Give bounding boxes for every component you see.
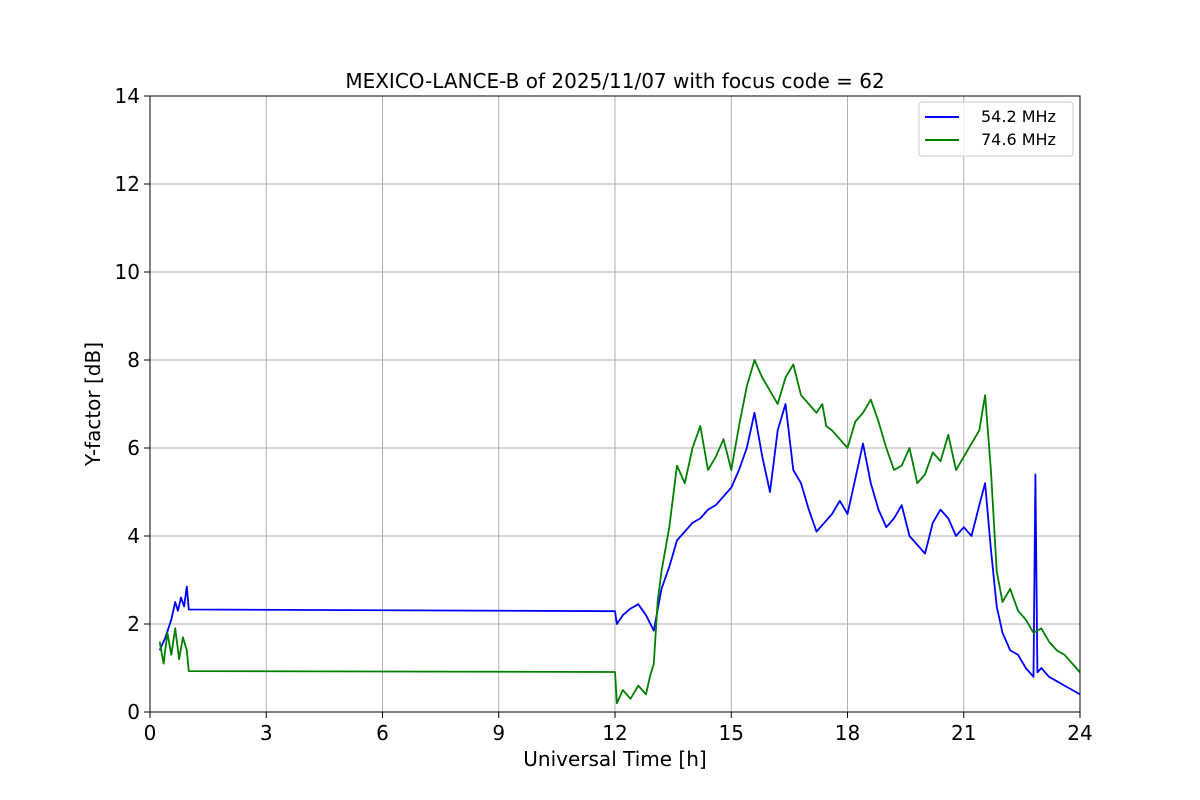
x-tick-label: 21 [951,721,976,745]
y-tick-label: 10 [115,260,140,284]
y-tick-label: 2 [127,612,140,636]
x-tick-label: 9 [492,721,505,745]
x-tick-label: 18 [835,721,860,745]
legend-label: 74.6 MHz [981,130,1056,149]
y-tick-label: 8 [127,348,140,372]
grid [149,95,1081,713]
legend-label: 54.2 MHz [981,107,1056,126]
y-tick-label: 4 [127,524,140,548]
y-tick-label: 14 [115,84,140,108]
y-tick-label: 0 [127,700,140,724]
chart-title: MEXICO-LANCE-B of 2025/11/07 with focus … [345,69,884,93]
x-tick-label: 15 [719,721,744,745]
y-tick-label: 12 [115,172,140,196]
x-axis-label: Universal Time [h] [523,747,706,771]
x-tick-label: 3 [260,721,273,745]
y-tick-label: 6 [127,436,140,460]
series-layer [158,359,1081,705]
x-tick-label: 24 [1067,721,1092,745]
x-tick-label: 0 [144,721,157,745]
y-axis-label: Y-factor [dB] [81,342,105,467]
legend: 54.2 MHz 74.6 MHz [918,101,1074,157]
legend-box [918,101,1074,157]
x-tick-label: 12 [602,721,627,745]
series-line-2 [158,359,1081,705]
x-tick-label: 6 [376,721,389,745]
series-line-1 [158,403,1081,696]
